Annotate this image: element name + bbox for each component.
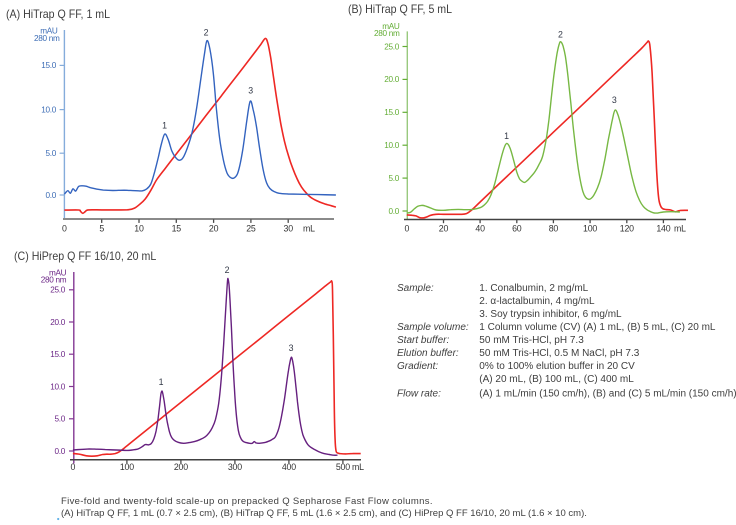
svg-text:1: 1 (159, 377, 164, 387)
svg-text:0.0: 0.0 (55, 447, 66, 456)
svg-text:5.0: 5.0 (55, 415, 66, 424)
svg-text:Sample volume:: Sample volume: (397, 322, 469, 333)
svg-text:(A) 20 mL, (B) 100 mL, (C) 400: (A) 20 mL, (B) 100 mL, (C) 400 mL (479, 374, 634, 385)
svg-text:Start buffer:: Start buffer: (397, 335, 449, 346)
svg-text:280 nm: 280 nm (41, 275, 67, 284)
svg-text:280 nm: 280 nm (374, 29, 400, 38)
svg-text:10.0: 10.0 (50, 382, 65, 391)
svg-text:mL: mL (352, 462, 364, 472)
svg-text:0% to 100% elution buffer in 2: 0% to 100% elution buffer in 20 CV (479, 361, 635, 372)
svg-text:3. Soy trypsin inhibitor, 6 mg: 3. Soy trypsin inhibitor, 6 mg/mL (479, 309, 622, 320)
svg-text:5: 5 (99, 224, 104, 234)
svg-text:10.0: 10.0 (384, 141, 399, 150)
svg-text:5.0: 5.0 (46, 149, 57, 158)
svg-text:1. Conalbumin, 2 mg/mL: 1. Conalbumin, 2 mg/mL (479, 283, 588, 294)
svg-text:0.0: 0.0 (46, 191, 57, 200)
svg-text:50 mM Tris-HCl, pH 7.3: 50 mM Tris-HCl, pH 7.3 (479, 335, 584, 346)
svg-text:10: 10 (134, 224, 144, 234)
svg-text:25: 25 (246, 224, 256, 234)
svg-text:20.0: 20.0 (50, 318, 65, 327)
svg-text:60: 60 (512, 224, 522, 234)
svg-text:2. α-lactalbumin, 4 mg/mL: 2. α-lactalbumin, 4 mg/mL (479, 296, 595, 307)
svg-text:0: 0 (404, 224, 409, 234)
svg-text:25.0: 25.0 (384, 42, 399, 51)
svg-text:1: 1 (504, 131, 509, 141)
svg-text:(A) 1 mL/min (150 cm/h), (B) a: (A) 1 mL/min (150 cm/h), (B) and (C) 5 m… (479, 389, 736, 400)
svg-text:mL: mL (303, 224, 315, 234)
svg-text:20: 20 (209, 224, 219, 234)
svg-text:1: 1 (162, 121, 167, 131)
svg-text:3: 3 (289, 343, 294, 353)
svg-text:0.0: 0.0 (389, 207, 400, 216)
svg-text:40: 40 (475, 224, 485, 234)
svg-text:280 nm: 280 nm (34, 34, 60, 43)
svg-text:200: 200 (174, 462, 188, 472)
svg-text:80: 80 (549, 224, 559, 234)
svg-text:50 mM Tris-HCl, 0.5 M NaCl, pH: 50 mM Tris-HCl, 0.5 M NaCl, pH 7.3 (479, 348, 639, 359)
svg-text:Elution buffer:: Elution buffer: (397, 348, 459, 359)
svg-text:20: 20 (439, 224, 449, 234)
svg-text:25.0: 25.0 (50, 286, 65, 295)
svg-text:3: 3 (612, 95, 617, 105)
svg-text:15: 15 (172, 224, 182, 234)
svg-text:300: 300 (228, 462, 242, 472)
svg-text:1 Column volume (CV) (A) 1 mL,: 1 Column volume (CV) (A) 1 mL, (B) 5 mL,… (479, 322, 716, 333)
svg-text:10.0: 10.0 (41, 105, 56, 114)
svg-text:100: 100 (583, 224, 597, 234)
svg-text:Sample:: Sample: (397, 283, 434, 294)
svg-text:2: 2 (204, 27, 209, 37)
svg-text:mAU: mAU (49, 269, 67, 278)
svg-text:3: 3 (248, 86, 253, 96)
svg-text:0: 0 (62, 224, 67, 234)
svg-text:15.0: 15.0 (41, 61, 56, 70)
svg-text:500: 500 (336, 462, 350, 472)
svg-text:20.0: 20.0 (384, 75, 399, 84)
svg-text:120: 120 (620, 224, 634, 234)
svg-text:15.0: 15.0 (384, 108, 399, 117)
svg-text:mAU: mAU (40, 27, 58, 36)
svg-text:2: 2 (558, 29, 563, 39)
svg-text:140: 140 (656, 224, 670, 234)
svg-text:5.0: 5.0 (389, 174, 400, 183)
svg-text:Flow rate:: Flow rate: (397, 389, 441, 400)
svg-text:100: 100 (120, 462, 134, 472)
svg-text:30: 30 (284, 224, 294, 234)
svg-text:mAU: mAU (382, 22, 400, 31)
svg-text:mL: mL (674, 224, 686, 234)
svg-text:2: 2 (225, 265, 230, 275)
svg-text:15.0: 15.0 (50, 350, 65, 359)
svg-text:0: 0 (71, 462, 76, 472)
svg-text:400: 400 (282, 462, 296, 472)
svg-text:Gradient:: Gradient: (397, 361, 438, 372)
